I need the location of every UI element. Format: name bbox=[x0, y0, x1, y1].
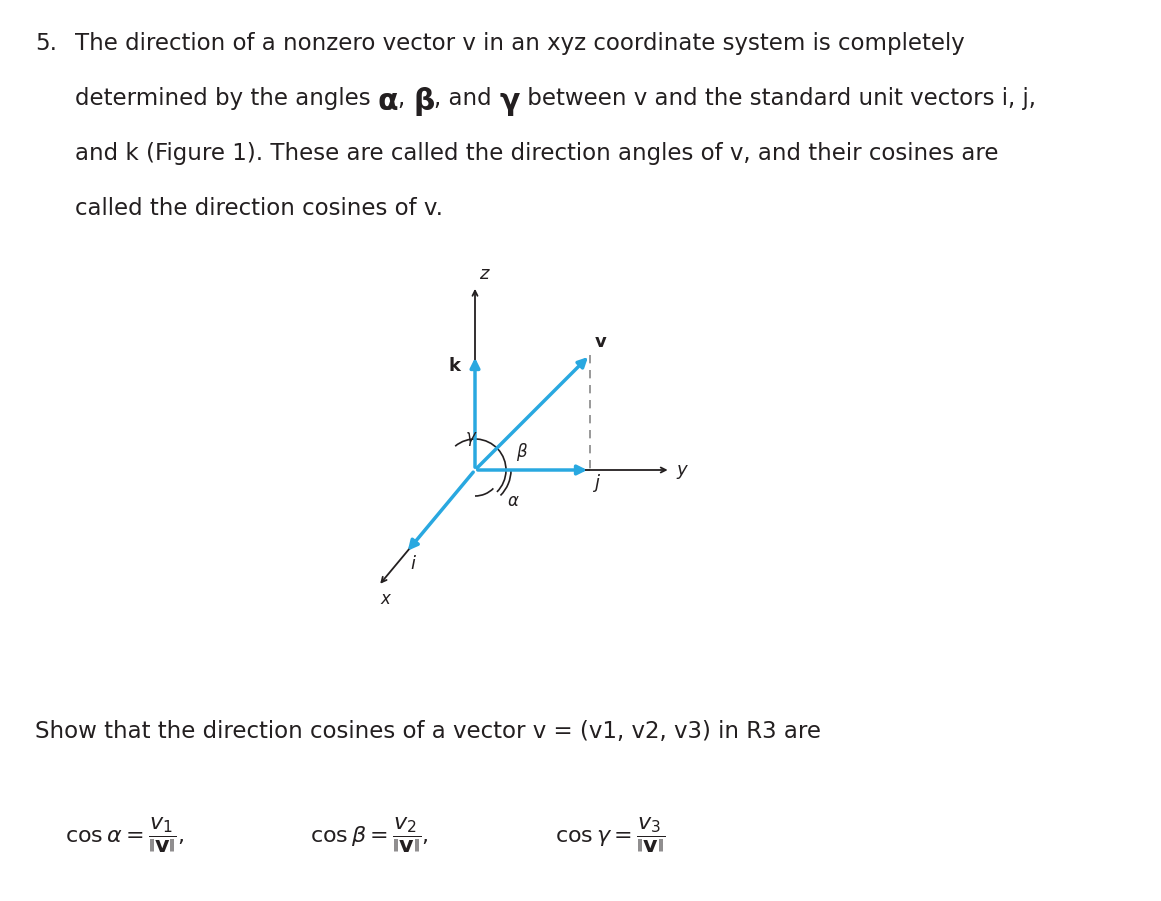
Text: The direction of a nonzero vector v in an xyz coordinate system is completely: The direction of a nonzero vector v in a… bbox=[75, 32, 965, 55]
Text: 5.: 5. bbox=[35, 32, 57, 55]
Text: γ: γ bbox=[466, 428, 476, 446]
Text: β: β bbox=[413, 87, 434, 116]
Text: β: β bbox=[517, 443, 527, 461]
Text: α: α bbox=[507, 492, 518, 510]
Text: x: x bbox=[381, 590, 390, 608]
Text: $\cos\alpha = \dfrac{v_1}{\left\|\mathbf{v}\right\|},$: $\cos\alpha = \dfrac{v_1}{\left\|\mathbf… bbox=[65, 815, 185, 855]
Text: and k (Figure 1). These are called the direction angles of v, and their cosines : and k (Figure 1). These are called the d… bbox=[75, 142, 998, 165]
Text: z: z bbox=[479, 265, 489, 283]
Text: $\cos\gamma = \dfrac{v_3}{\left\|\mathbf{v}\right\|}$: $\cos\gamma = \dfrac{v_3}{\left\|\mathbf… bbox=[555, 815, 665, 855]
Text: Show that the direction cosines of a vector v = (v1, v2, v3) in R3 are: Show that the direction cosines of a vec… bbox=[35, 720, 821, 743]
Text: $\cos\beta = \dfrac{v_2}{\left\|\mathbf{v}\right\|},$: $\cos\beta = \dfrac{v_2}{\left\|\mathbf{… bbox=[310, 815, 428, 855]
Text: between v and the standard unit vectors i, j,: between v and the standard unit vectors … bbox=[520, 87, 1036, 110]
Text: k: k bbox=[449, 357, 461, 375]
Text: γ: γ bbox=[499, 87, 520, 116]
Text: y: y bbox=[677, 461, 687, 479]
Text: called the direction cosines of v.: called the direction cosines of v. bbox=[75, 197, 444, 220]
Text: j: j bbox=[594, 474, 599, 492]
Text: determined by the angles: determined by the angles bbox=[75, 87, 377, 110]
Text: v: v bbox=[594, 333, 607, 351]
Text: , and: , and bbox=[434, 87, 499, 110]
Text: α: α bbox=[377, 87, 398, 116]
Text: ,: , bbox=[398, 87, 413, 110]
Text: i: i bbox=[410, 555, 414, 573]
